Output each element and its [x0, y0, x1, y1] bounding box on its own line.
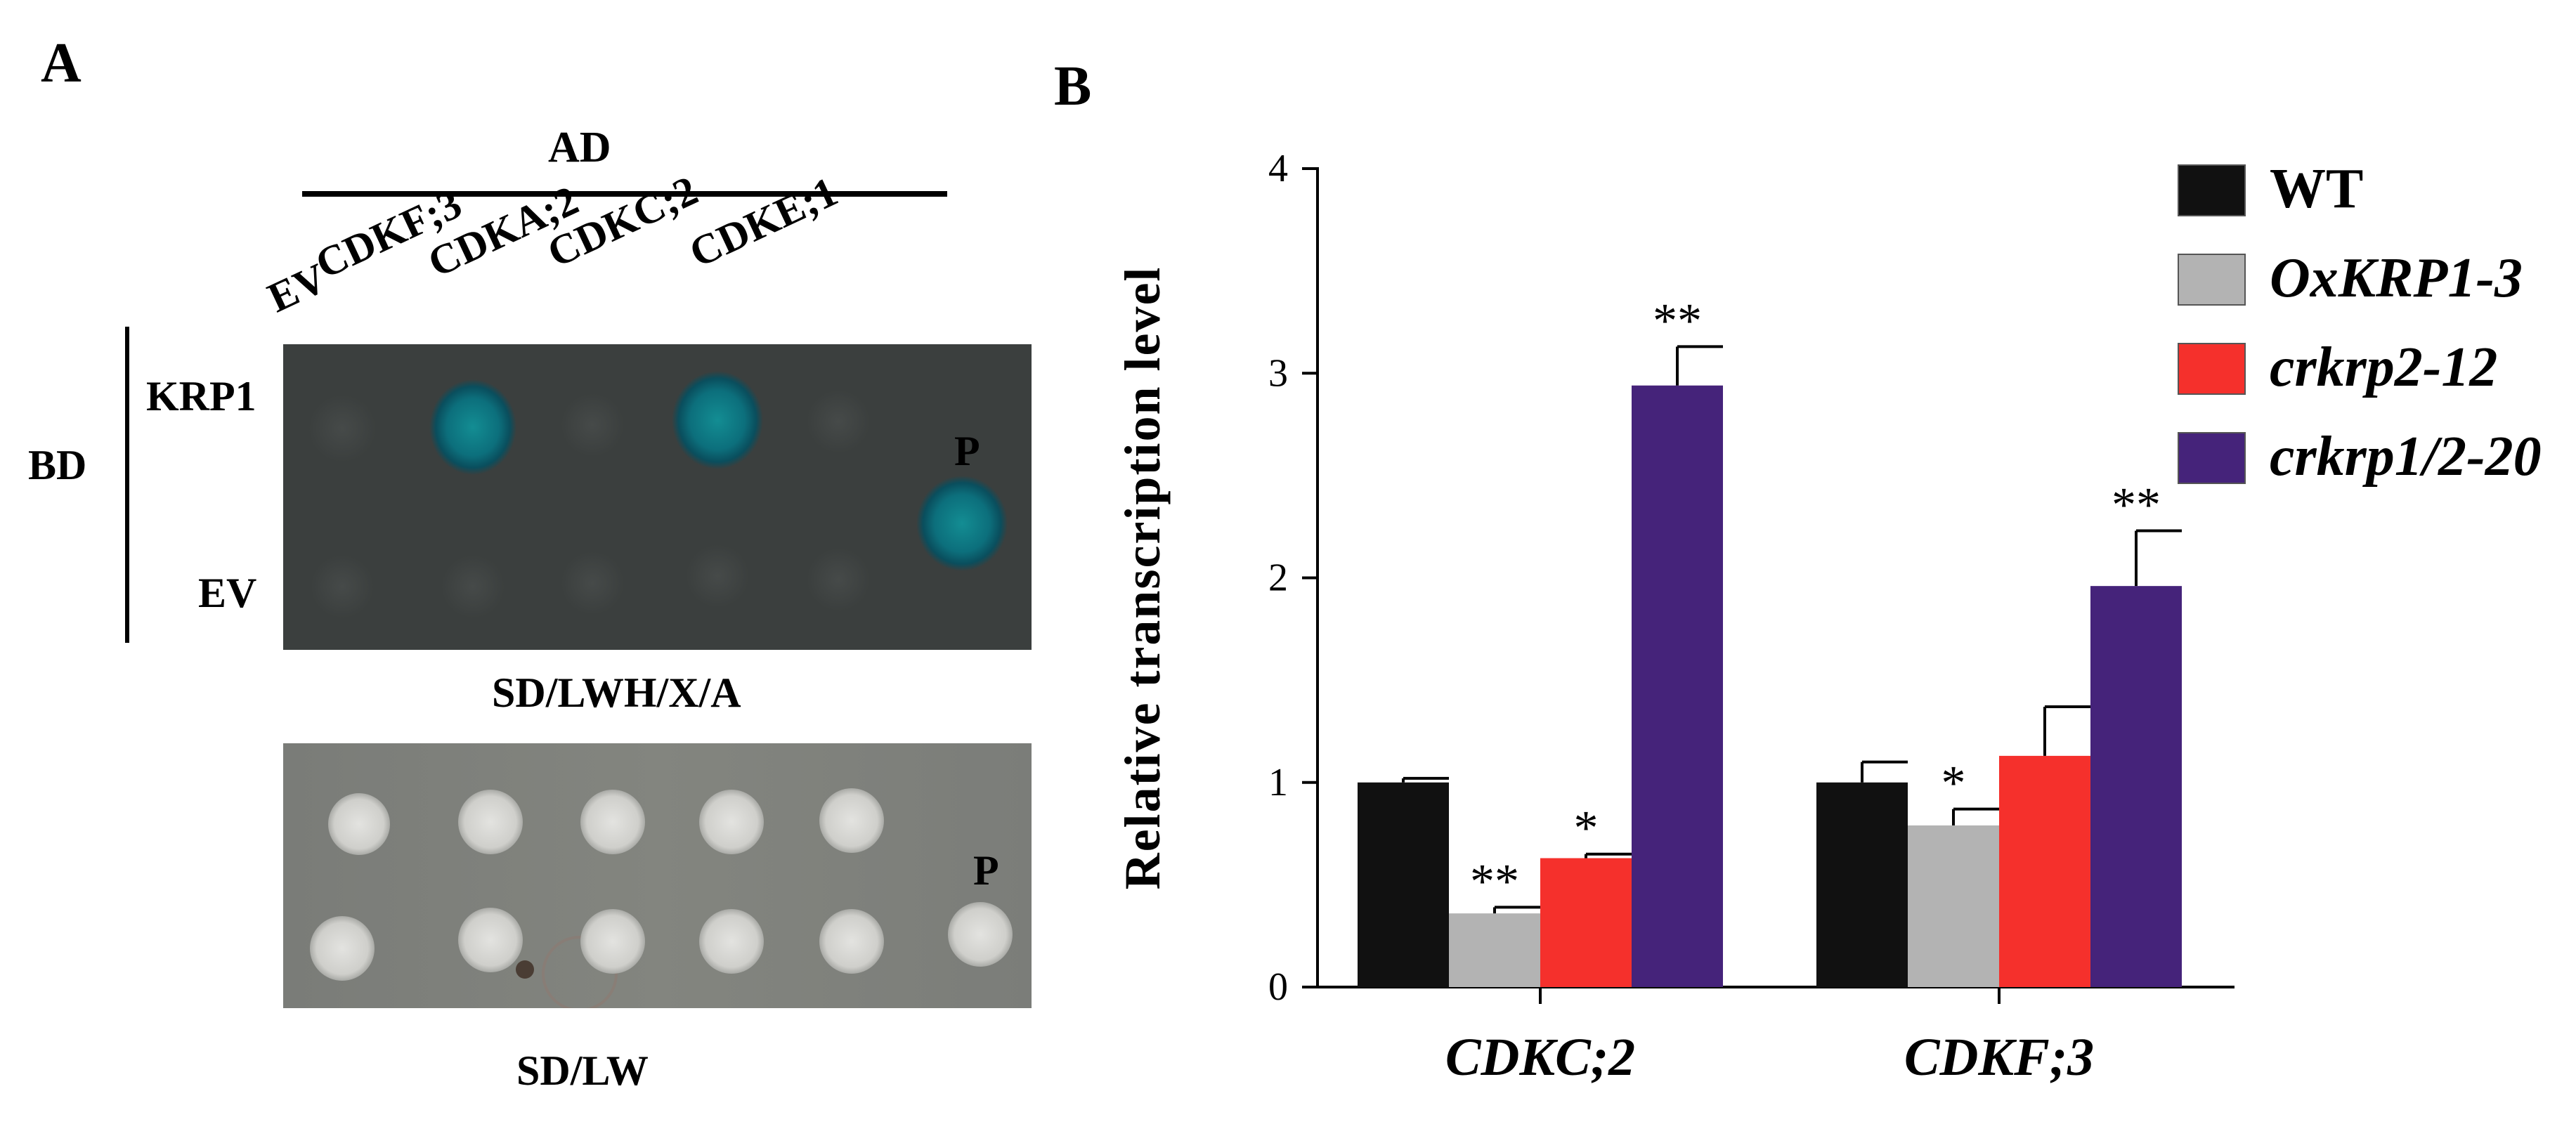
bar: [1632, 385, 1723, 987]
row-label-ev: EV: [198, 570, 257, 616]
x-tick-label: CDKC;2: [1445, 1028, 1635, 1087]
plate-bottom: [283, 743, 1032, 1008]
plate-top-background: [283, 344, 1032, 650]
y-tick-label: 4: [1268, 147, 1288, 190]
colony-spot: [819, 909, 884, 974]
plate-bottom-background: [283, 743, 1032, 1008]
column-label-cdke1: CDKE;1: [682, 167, 845, 277]
plate-debris: [516, 960, 534, 979]
colony-spot: [561, 551, 624, 615]
bar: [1358, 782, 1449, 987]
legend-label: crkrp1/2-20: [2270, 426, 2542, 488]
ad-label: AD: [548, 124, 611, 171]
significance-label: *: [1574, 802, 1599, 856]
plate-top: [283, 344, 1032, 650]
bar: [1449, 913, 1540, 987]
bar: [1816, 782, 1908, 987]
colony-spot: [458, 908, 523, 972]
row-label-krp1: KRP1: [146, 373, 256, 419]
x-tick-label: CDKF;3: [1904, 1028, 2094, 1087]
bar: [1540, 858, 1632, 987]
blue-colony-spot: [429, 379, 516, 475]
colony-spot: [819, 788, 884, 853]
colony-spot: [807, 390, 870, 453]
positive-label-bottom: P: [973, 847, 999, 894]
legend-label: WT: [2270, 158, 2363, 220]
panel-a-label: A: [41, 32, 82, 94]
legend-swatch: [2178, 343, 2246, 395]
positive-label-top: P: [954, 428, 980, 474]
y-tick-label: 3: [1268, 351, 1288, 395]
legend-swatch: [2178, 254, 2246, 306]
significance-label: **: [1653, 294, 1702, 348]
bar: [1999, 755, 2090, 987]
chart-bars: ********: [1358, 294, 2182, 987]
significance-label: *: [1941, 757, 1966, 811]
legend-swatch: [2178, 164, 2246, 216]
colony-spot: [580, 790, 645, 854]
plate-top-caption: SD/LWH/X/A: [492, 670, 741, 716]
bd-label: BD: [28, 442, 87, 488]
colony-spot: [807, 548, 870, 611]
plate-bottom-caption: SD/LW: [516, 1047, 649, 1094]
chart-axes: 0 1 2 3 4 Relative transcription level CDKC;2 C…: [1114, 147, 2235, 1087]
legend-label: crkrp2-12: [2270, 337, 2497, 398]
colony-spot: [308, 395, 376, 462]
colony-spot: [310, 916, 375, 981]
legend-label: OxKRP1-3: [2270, 247, 2523, 309]
significance-label: **: [2112, 478, 2161, 533]
bar: [2090, 586, 2182, 987]
colony-spot: [328, 793, 390, 855]
blue-colony-spot-positive: [916, 476, 1008, 571]
bar: [1908, 825, 1999, 987]
colony-spot: [561, 393, 624, 457]
y-tick-label: 0: [1268, 965, 1288, 1009]
y-axis-label: Relative transcription level: [1114, 266, 1171, 890]
significance-label: **: [1470, 854, 1519, 908]
bd-bracket-line: [125, 327, 129, 643]
bar-chart: 0 1 2 3 4 Relative transcription level CDKC;2 C…: [1114, 147, 2542, 1087]
colony-spot: [699, 790, 764, 854]
chart-legend: WT OxKRP1-3 crkrp2-12 crkrp1/2-20: [2178, 158, 2542, 488]
colony-spot: [441, 555, 505, 618]
colony-spot: [580, 909, 645, 974]
colony-spot-positive: [948, 902, 1013, 967]
colony-spot: [458, 790, 523, 854]
panel-b-label: B: [1054, 56, 1092, 117]
colony-spot: [686, 544, 749, 608]
y-tick-label: 2: [1268, 556, 1288, 600]
colony-spot: [699, 909, 764, 974]
colony-spot: [311, 555, 374, 618]
blue-colony-spot: [672, 371, 763, 469]
y-tick-label: 1: [1268, 761, 1288, 804]
legend-swatch: [2178, 432, 2246, 484]
plate-artifact: [542, 936, 618, 1008]
ad-line: [302, 191, 947, 197]
